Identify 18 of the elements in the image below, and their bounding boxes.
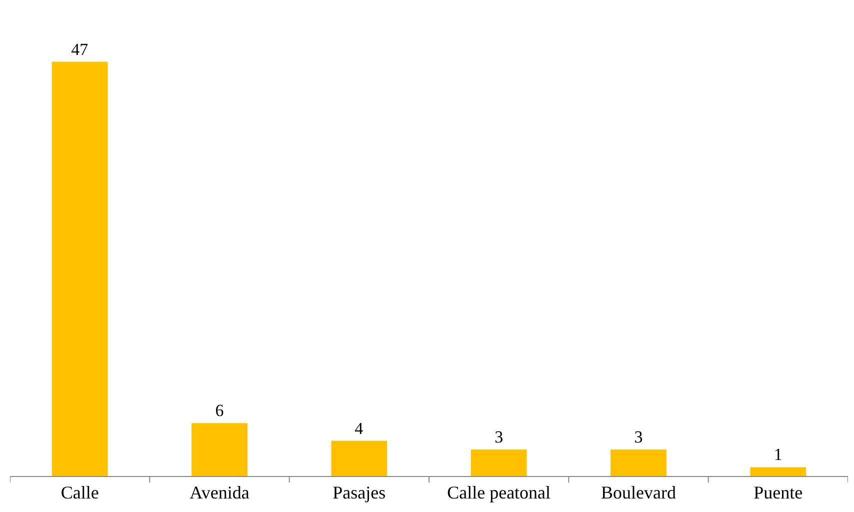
bar — [52, 62, 108, 476]
x-tick-label: Boulevard — [601, 482, 676, 503]
data-label: 6 — [215, 401, 224, 420]
bar — [470, 450, 527, 476]
bar — [610, 450, 666, 476]
data-label: 3 — [494, 428, 504, 447]
bar — [192, 423, 248, 476]
x-tick-label: Calle peatonal — [447, 482, 551, 503]
x-tick-label: Calle — [60, 482, 99, 503]
data-label: 47 — [71, 40, 89, 59]
x-tick-label: Avenida — [190, 482, 250, 503]
bar — [331, 440, 388, 476]
data-label: 4 — [354, 418, 364, 438]
data-label: 1 — [774, 445, 782, 464]
x-tick-label: Pasajes — [332, 482, 386, 503]
bar — [750, 467, 806, 476]
data-label: 3 — [634, 428, 643, 447]
x-tick-label: Puente — [754, 482, 803, 503]
